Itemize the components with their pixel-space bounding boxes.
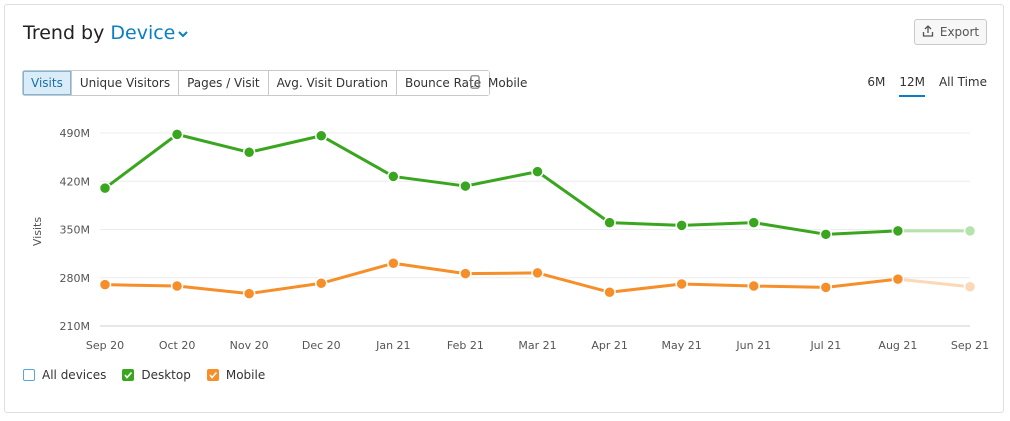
chart-legend: All devices Desktop Mobile xyxy=(23,368,265,382)
legend-item-mobile[interactable]: Mobile xyxy=(206,368,266,382)
export-label: Export xyxy=(939,25,980,39)
mobile-data-point xyxy=(315,277,328,290)
y-tick-label: 490M xyxy=(60,127,91,140)
mobile-series-line xyxy=(104,261,899,296)
desktop-data-point xyxy=(531,165,544,178)
check-icon xyxy=(209,371,217,379)
mobile-data-point xyxy=(963,280,977,293)
y-tick-label: 420M xyxy=(60,175,91,188)
y-tick-label: 280M xyxy=(60,272,91,285)
desktop-data-point xyxy=(387,170,400,183)
desktop-data-point xyxy=(819,228,833,241)
title-prefix: Trend by xyxy=(23,22,105,44)
x-tick-label: Jul 21 xyxy=(809,339,841,352)
tab-avg-visit-duration[interactable]: Avg. Visit Duration xyxy=(268,71,397,95)
desktop-data-point xyxy=(675,219,688,232)
tab-unique-visitors[interactable]: Unique Visitors xyxy=(71,71,180,95)
mobile-data-point xyxy=(531,266,544,280)
desktop-data-point xyxy=(963,224,977,238)
mobile-data-point xyxy=(675,277,688,291)
mobile-data-point xyxy=(891,272,905,286)
range-12m[interactable]: 12M xyxy=(899,75,925,97)
desktop-data-point xyxy=(603,216,616,229)
x-tick-label: Oct 20 xyxy=(159,339,196,352)
desktop-series-line xyxy=(104,132,898,236)
legend-item-all-devices[interactable]: All devices xyxy=(23,368,106,382)
mobile-data-point xyxy=(819,281,833,294)
mobile-projected-segment xyxy=(897,277,971,289)
x-tick-label: Apr 21 xyxy=(591,339,628,352)
page-title: Trend by Device xyxy=(23,22,189,45)
chevron-down-icon xyxy=(177,23,189,45)
metric-tabs: Visits Unique Visitors Pages / Visit Avg… xyxy=(22,70,491,96)
mobile-data-point xyxy=(459,267,472,280)
y-tick-label: 210M xyxy=(60,320,91,333)
x-tick-label: Mar 21 xyxy=(518,339,556,352)
visits-line-chart: 210M 280M 350M 420M 490M Visits Sep 20 Oct 20 No… xyxy=(31,127,989,352)
mobile-data-point xyxy=(170,279,184,293)
export-icon xyxy=(922,24,934,40)
x-tick-label: Nov 20 xyxy=(230,339,269,352)
desktop-data-point xyxy=(242,146,256,159)
desktop-checkbox[interactable] xyxy=(122,369,135,381)
desktop-data-point xyxy=(170,128,184,141)
desktop-data-point xyxy=(747,216,760,229)
export-button[interactable]: Export xyxy=(914,19,987,45)
x-tick-label: Jan 21 xyxy=(375,339,410,352)
dimension-dropdown[interactable]: Device xyxy=(110,22,189,44)
legend-item-desktop[interactable]: Desktop xyxy=(122,368,191,382)
range-6m[interactable]: 6M xyxy=(867,75,886,89)
x-tick-label: Sep 20 xyxy=(86,339,124,352)
mobile-data-point xyxy=(98,278,112,291)
y-axis-label: Visits xyxy=(31,217,44,246)
y-tick-label: 350M xyxy=(60,224,91,237)
x-tick-label: May 21 xyxy=(662,339,702,352)
desktop-data-point xyxy=(459,179,472,193)
mobile-data-point xyxy=(603,285,616,299)
check-icon xyxy=(124,371,133,379)
x-tick-label: Jun 21 xyxy=(735,339,771,352)
desktop-data-point xyxy=(98,181,112,195)
desktop-data-point xyxy=(315,129,328,143)
mobile-data-point xyxy=(242,287,256,300)
mobile-data-point xyxy=(747,279,760,293)
mobile-data-point xyxy=(387,257,400,270)
desktop-data-point xyxy=(891,224,905,238)
x-tick-label: Sep 21 xyxy=(951,339,989,352)
mobile-phone-icon xyxy=(470,74,480,92)
tab-pages-per-visit[interactable]: Pages / Visit xyxy=(179,71,269,95)
range-selector: 6M 12M All Time xyxy=(867,70,987,97)
mobile-toggle[interactable]: Mobile xyxy=(470,70,527,96)
legend-label-desktop: Desktop xyxy=(141,368,191,382)
x-tick-label: Feb 21 xyxy=(447,339,484,352)
x-tick-label: Aug 21 xyxy=(878,339,917,352)
range-all-time[interactable]: All Time xyxy=(938,75,987,89)
dimension-label: Device xyxy=(110,22,176,44)
x-tick-label: Dec 20 xyxy=(302,339,341,352)
legend-label-all-devices: All devices xyxy=(42,368,107,382)
legend-label-mobile: Mobile xyxy=(225,368,266,382)
tab-visits[interactable]: Visits xyxy=(23,71,72,95)
all-devices-checkbox[interactable] xyxy=(23,369,35,381)
mobile-toggle-label: Mobile xyxy=(488,76,528,90)
mobile-checkbox[interactable] xyxy=(206,369,219,381)
